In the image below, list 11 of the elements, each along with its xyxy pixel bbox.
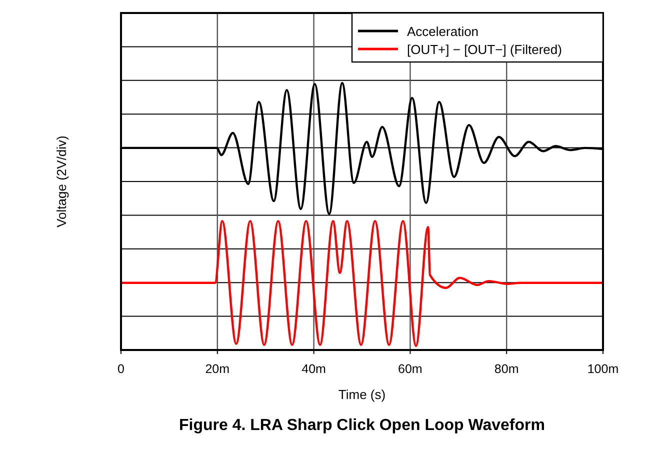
y-axis-title: Voltage (2V/div) [54, 136, 69, 228]
x-tick-label: 60m [398, 362, 422, 376]
x-tick-label: 20m [205, 362, 230, 376]
x-tick-label: 100m [587, 362, 619, 376]
text: Figure 4. LRA Sharp Click Open Loop Waveform [179, 417, 545, 434]
legend-label: [OUT+] − [OUT−] (Filtered) [407, 42, 562, 57]
x-tick-label: 80m [494, 362, 519, 376]
legend-label: Acceleration [407, 24, 479, 39]
x-tick-label: 0 [118, 362, 125, 376]
x-axis-title: Time (s) [338, 387, 386, 402]
x-tick-label: 40m [302, 362, 326, 376]
